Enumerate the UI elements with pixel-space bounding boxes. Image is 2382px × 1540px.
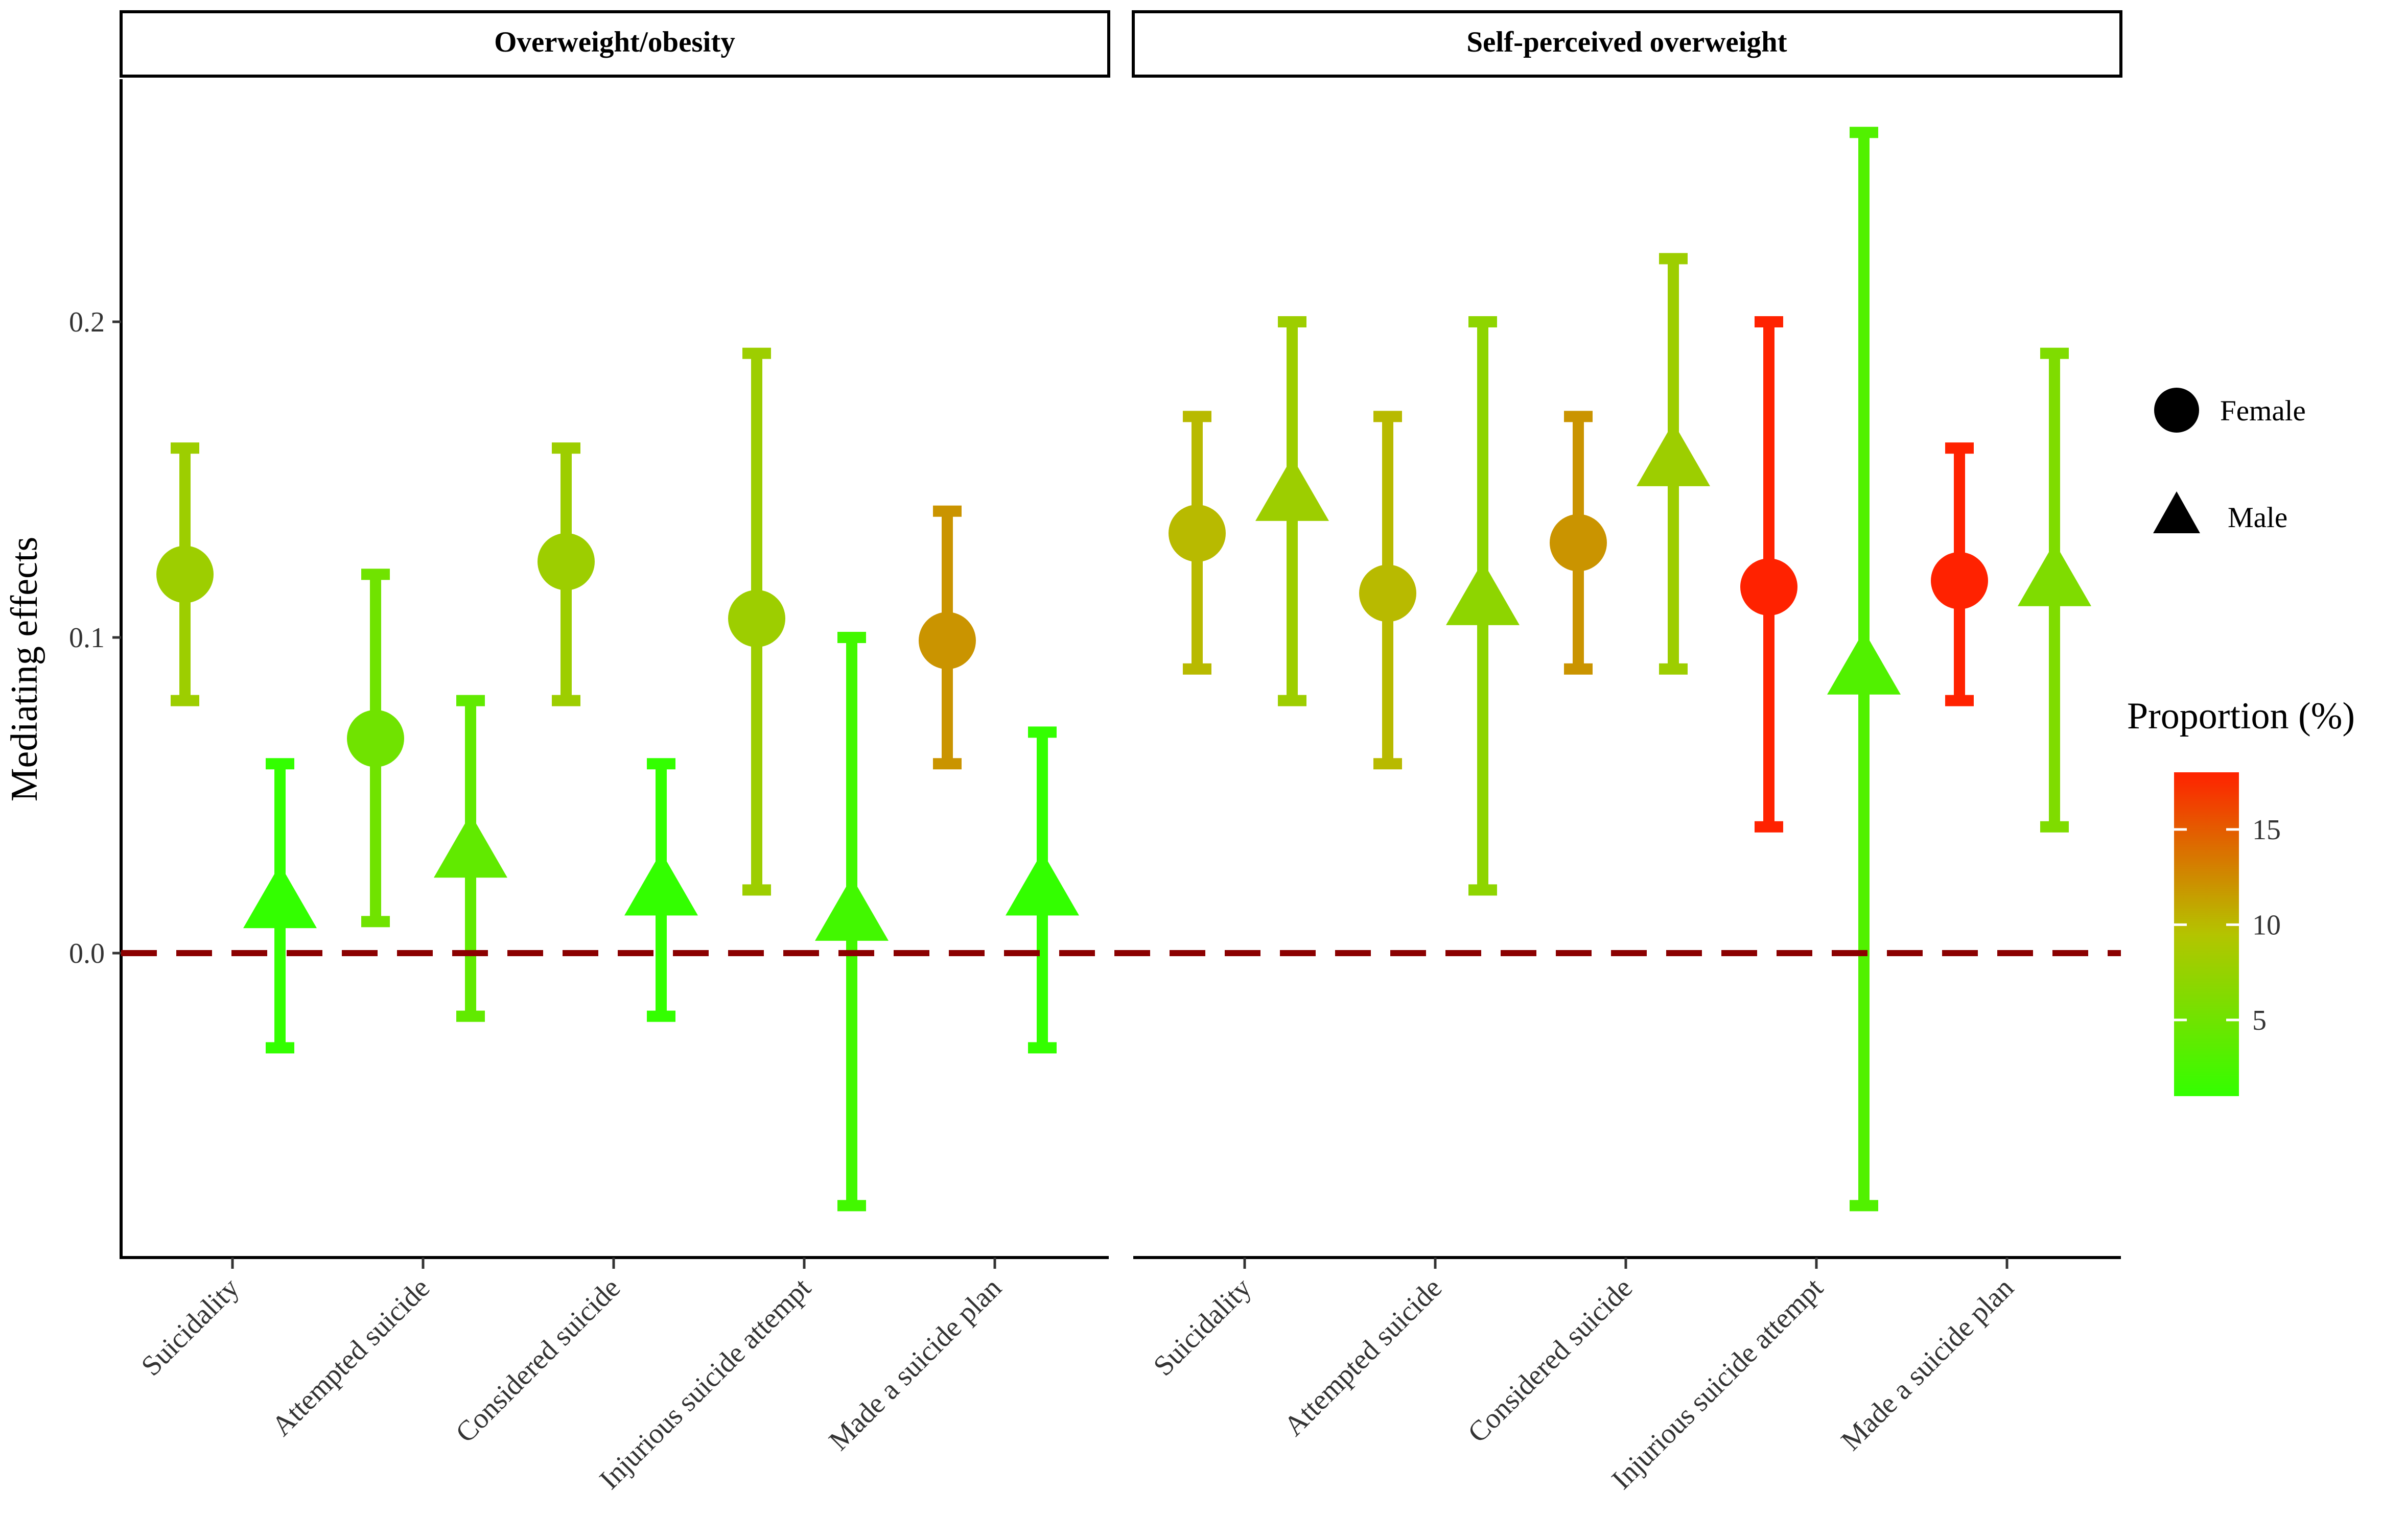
x-tick-label: Made a suicide plan [1835,1272,2020,1457]
x-tick-label: Made a suicide plan [823,1272,1008,1457]
colorbar-tick-label: 15 [2252,814,2281,846]
point-female [156,546,214,603]
point-female [1550,514,1607,572]
y-axis-title: Mediating effects [4,537,45,802]
point-male [1255,457,1329,521]
point-male [1006,851,1079,916]
point-male [1827,630,1901,695]
y-tick-label: 0.1 [69,622,105,654]
point-male [1637,422,1710,486]
colorbar-title: Proportion (%) [2127,695,2355,737]
point-male [2018,542,2091,606]
x-tick-label: Attempted suicide [1278,1272,1448,1442]
colorbar-tick-label: 10 [2252,909,2281,941]
chart-marks [156,127,2091,1212]
x-tick-label: Suicidality [1148,1272,1257,1382]
legend: Female Male Proportion (%) 5 10 15 [2127,388,2355,1096]
strip-self-perceived: Self-perceived overweight [1132,10,2122,78]
x-tick-label: Considered suicide [1462,1272,1639,1449]
x-ticks: Suicidality Attempted suicide Considered s… [135,1258,2020,1496]
x-tick-label: Suicidality [135,1272,245,1382]
point-male [1446,561,1520,625]
point-female [1169,505,1226,562]
y-tick-label: 0.0 [69,938,105,969]
colorbar-tick-label: 5 [2252,1005,2267,1036]
colorbar-ticks: 5 10 15 [2174,814,2281,1036]
point-male [815,876,889,941]
x-tick-label: Attempted suicide [266,1272,436,1442]
y-tick-label: 0.2 [69,306,105,338]
point-female [1740,558,1797,616]
point-female [1359,564,1416,622]
x-tick-label: Injurious suicide attempt [594,1272,818,1496]
point-female [538,533,595,590]
x-tick-label: Considered suicide [450,1272,626,1449]
colorbar [2174,772,2239,1096]
strip-label-overweight: Overweight/obesity [494,26,735,58]
strip-label-self-perceived: Self-perceived overweight [1466,26,1787,58]
point-male [243,864,317,929]
point-female [347,709,404,767]
legend-female-label: Female [2220,395,2306,427]
point-female [728,589,785,647]
strip-overweight: Overweight/obesity [120,10,1110,78]
point-male [624,851,698,916]
y-ticks: 0.0 0.1 0.2 [69,306,121,969]
legend-male-symbol [2153,491,2200,533]
point-male [434,814,507,878]
legend-female-symbol [2154,388,2199,433]
point-female [1931,552,1988,609]
legend-male-label: Male [2228,502,2287,534]
point-female [919,612,976,670]
x-tick-label: Injurious suicide attempt [1606,1272,1830,1496]
